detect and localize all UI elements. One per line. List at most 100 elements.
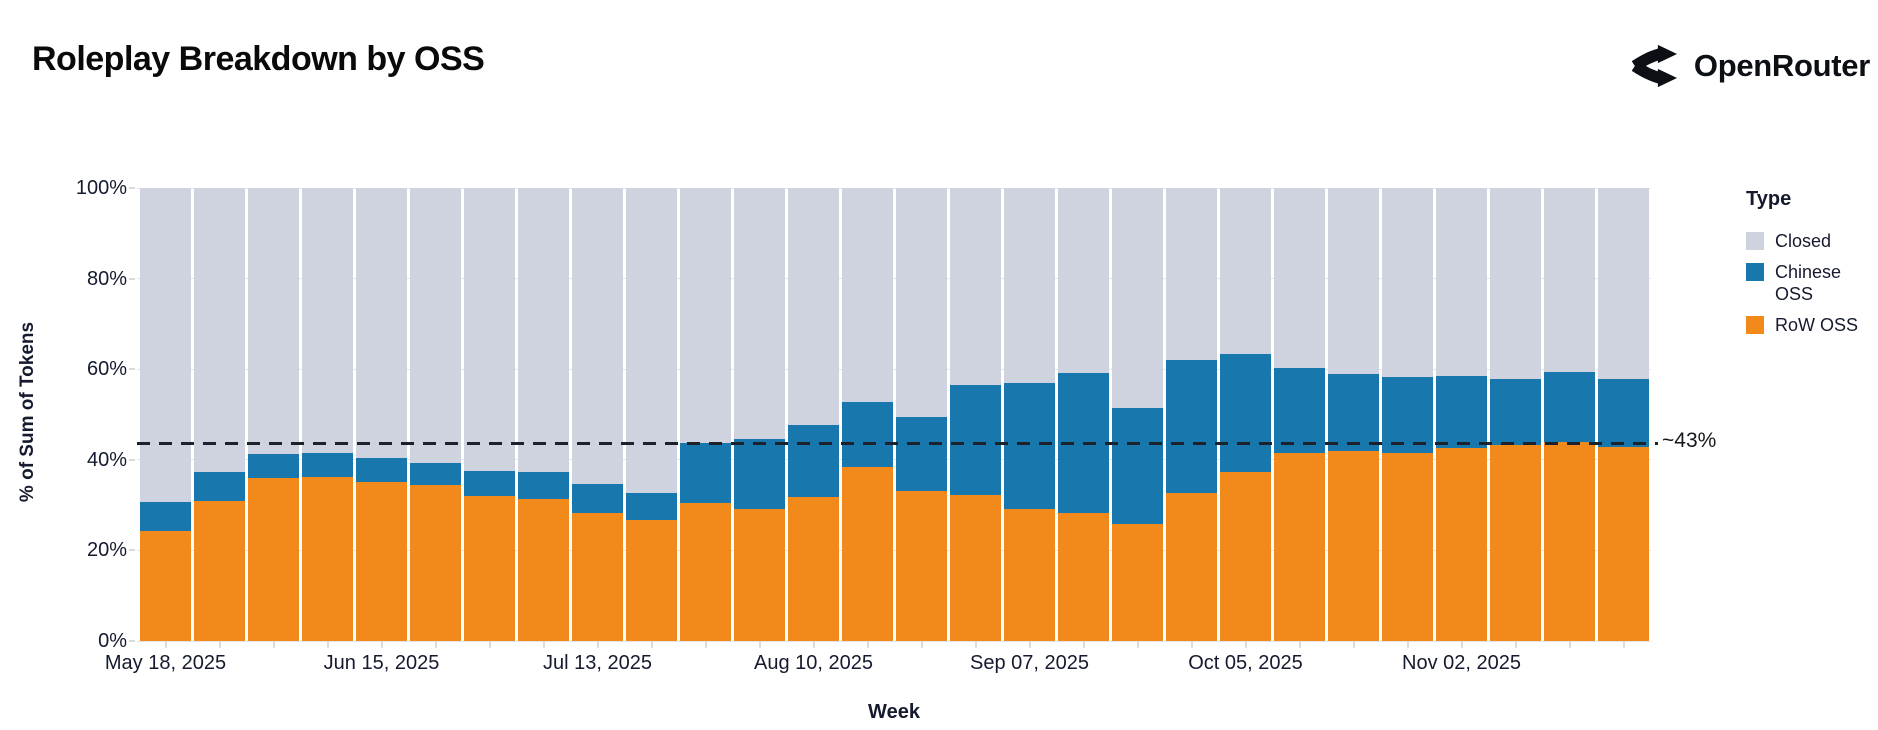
legend-item-row-oss[interactable]: RoW OSS <box>1746 315 1864 337</box>
bar-segment-closed[interactable] <box>302 188 353 454</box>
legend-item-chinese-oss[interactable]: Chinese OSS <box>1746 262 1864 306</box>
bar-segment-chinese-oss[interactable] <box>842 401 893 468</box>
bar-segment-closed[interactable] <box>1058 188 1109 374</box>
bar-segment-row-oss[interactable] <box>1274 453 1325 641</box>
bar-segment-row-oss[interactable] <box>518 499 569 641</box>
bar-segment-chinese-oss[interactable] <box>950 384 1001 496</box>
bar-segment-closed[interactable] <box>1598 188 1649 379</box>
bar-segment-closed[interactable] <box>572 188 623 484</box>
bar-segment-row-oss[interactable] <box>194 500 245 641</box>
bar-segment-closed[interactable] <box>788 188 839 426</box>
bar-segment-closed[interactable] <box>356 188 407 459</box>
bar-segment-closed[interactable] <box>1004 188 1055 383</box>
bar-segment-row-oss[interactable] <box>248 478 299 641</box>
bar-segment-closed[interactable] <box>248 188 299 454</box>
bar-segment-chinese-oss[interactable] <box>572 483 623 513</box>
x-tick-mark <box>1406 641 1409 648</box>
bar-segment-chinese-oss[interactable] <box>302 453 353 478</box>
x-tick-mark <box>650 641 653 648</box>
bar-segment-chinese-oss[interactable] <box>734 438 785 510</box>
bar-segment-closed[interactable] <box>842 188 893 402</box>
legend-item-closed[interactable]: Closed <box>1746 231 1864 253</box>
bar-segment-chinese-oss[interactable] <box>680 443 731 504</box>
bar-segment-closed[interactable] <box>1166 188 1217 361</box>
bar-segment-chinese-oss[interactable] <box>896 416 947 492</box>
bar-segment-row-oss[interactable] <box>302 477 353 641</box>
bar-segment-closed[interactable] <box>1112 188 1163 409</box>
bar-segment-row-oss[interactable] <box>1490 444 1541 641</box>
bar-segment-chinese-oss[interactable] <box>518 472 569 500</box>
bar-segment-closed[interactable] <box>1220 188 1271 354</box>
bar-segment-chinese-oss[interactable] <box>1544 372 1595 442</box>
bar-segment-chinese-oss[interactable] <box>356 458 407 482</box>
bar-segment-chinese-oss[interactable] <box>1382 376 1433 453</box>
bar-segment-chinese-oss[interactable] <box>1328 374 1379 451</box>
bar-segment-chinese-oss[interactable] <box>464 471 515 497</box>
bar-segment-closed[interactable] <box>410 188 461 463</box>
bar-segment-chinese-oss[interactable] <box>1274 368 1325 454</box>
bar-segment-chinese-oss[interactable] <box>1112 408 1163 525</box>
y-tick-mark <box>129 277 135 280</box>
bar-segment-closed[interactable] <box>1382 188 1433 377</box>
gridline <box>137 459 1651 461</box>
bar-segment-row-oss[interactable] <box>788 497 839 641</box>
bar-segment-row-oss[interactable] <box>626 520 677 641</box>
bar-segment-chinese-oss[interactable] <box>1436 375 1487 448</box>
bar-segment-row-oss[interactable] <box>950 495 1001 641</box>
x-tick-mark <box>1028 641 1031 648</box>
bar-segment-row-oss[interactable] <box>896 491 947 641</box>
bar-segment-row-oss[interactable] <box>1004 509 1055 641</box>
bar-segment-chinese-oss[interactable] <box>1004 382 1055 510</box>
gridline <box>137 640 1651 642</box>
bar-aug-10-2025 <box>788 188 839 641</box>
x-tick-mark <box>704 641 707 648</box>
bar-segment-closed[interactable] <box>1436 188 1487 376</box>
bar-segment-row-oss[interactable] <box>1058 513 1109 641</box>
bar-segment-row-oss[interactable] <box>464 496 515 641</box>
bar-segment-chinese-oss[interactable] <box>626 493 677 521</box>
brand[interactable]: OpenRouter <box>1631 44 1870 88</box>
bar-segment-row-oss[interactable] <box>680 503 731 641</box>
bar-segment-closed[interactable] <box>626 188 677 494</box>
bar-segment-row-oss[interactable] <box>1436 447 1487 641</box>
bar-segment-closed[interactable] <box>464 188 515 472</box>
x-tick-mark <box>542 641 545 648</box>
bar-segment-chinese-oss[interactable] <box>1598 378 1649 447</box>
bar-segment-closed[interactable] <box>140 188 191 502</box>
bar-aug-31-2025 <box>950 188 1001 641</box>
bar-segment-chinese-oss[interactable] <box>1490 378 1541 445</box>
bar-segment-chinese-oss[interactable] <box>1220 353 1271 472</box>
bar-segment-row-oss[interactable] <box>734 509 785 641</box>
bar-segment-closed[interactable] <box>950 188 1001 385</box>
bar-segment-row-oss[interactable] <box>1382 452 1433 641</box>
bar-segment-row-oss[interactable] <box>1220 471 1271 641</box>
x-tick-mark <box>1082 641 1085 648</box>
bar-segment-row-oss[interactable] <box>1112 524 1163 641</box>
bar-segment-row-oss[interactable] <box>1328 450 1379 641</box>
bar-segment-row-oss[interactable] <box>356 481 407 641</box>
bar-segment-closed[interactable] <box>896 188 947 417</box>
bar-segment-row-oss[interactable] <box>140 530 191 641</box>
bar-segment-row-oss[interactable] <box>842 467 893 641</box>
x-tick-mark <box>866 641 869 648</box>
y-tick-mark <box>129 458 135 461</box>
bar-segment-row-oss[interactable] <box>1166 493 1217 641</box>
bar-segment-closed[interactable] <box>1490 188 1541 379</box>
bar-segment-closed[interactable] <box>1328 188 1379 375</box>
bar-segment-chinese-oss[interactable] <box>140 501 191 531</box>
bar-segment-closed[interactable] <box>194 188 245 473</box>
bar-segment-row-oss[interactable] <box>410 485 461 641</box>
bar-segment-closed[interactable] <box>518 188 569 473</box>
bar-segment-chinese-oss[interactable] <box>248 453 299 479</box>
bar-segment-closed[interactable] <box>1544 188 1595 373</box>
bar-segment-closed[interactable] <box>680 188 731 444</box>
bar-segment-chinese-oss[interactable] <box>1166 360 1217 494</box>
bar-segment-chinese-oss[interactable] <box>194 472 245 501</box>
bar-segment-row-oss[interactable] <box>572 512 623 641</box>
bar-segment-chinese-oss[interactable] <box>788 425 839 498</box>
bar-segment-closed[interactable] <box>734 188 785 439</box>
bar-segment-chinese-oss[interactable] <box>410 462 461 486</box>
bar-segment-row-oss[interactable] <box>1544 441 1595 641</box>
bar-segment-row-oss[interactable] <box>1598 446 1649 641</box>
bar-segment-closed[interactable] <box>1274 188 1325 369</box>
